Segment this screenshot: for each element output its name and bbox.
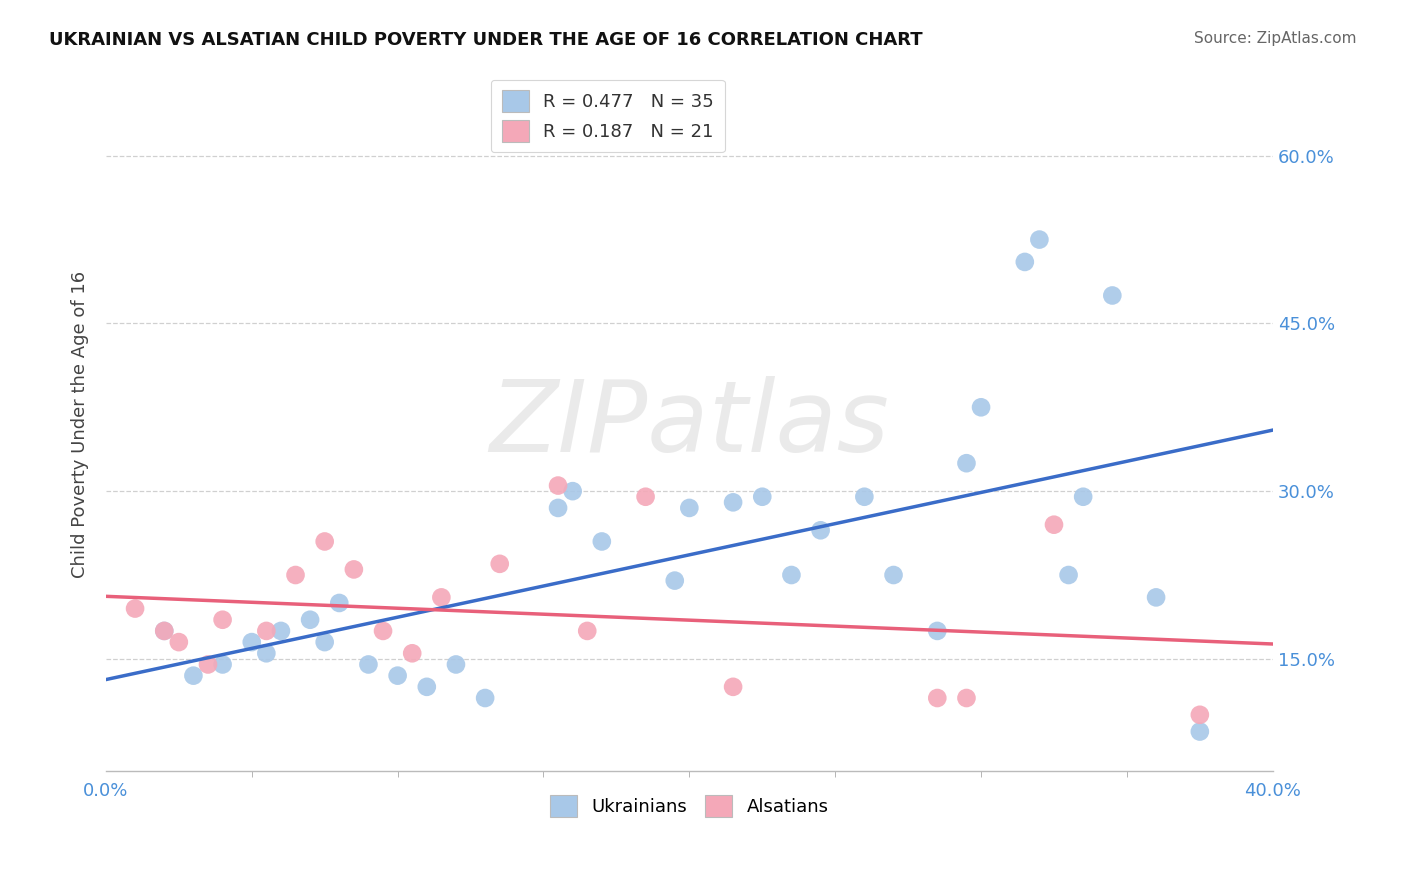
- Point: [547, 478, 569, 492]
- Point: [387, 668, 409, 682]
- Point: [270, 624, 292, 638]
- Point: [955, 456, 977, 470]
- Point: [721, 680, 744, 694]
- Point: [153, 624, 176, 638]
- Point: [430, 591, 453, 605]
- Point: [416, 680, 439, 694]
- Legend: Ukrainians, Alsatians: Ukrainians, Alsatians: [543, 788, 837, 824]
- Point: [240, 635, 263, 649]
- Point: [1014, 255, 1036, 269]
- Point: [1057, 568, 1080, 582]
- Point: [1028, 233, 1050, 247]
- Point: [1043, 517, 1066, 532]
- Point: [211, 613, 233, 627]
- Point: [254, 646, 277, 660]
- Point: [153, 624, 176, 638]
- Point: [197, 657, 219, 672]
- Point: [1101, 288, 1123, 302]
- Point: [927, 624, 949, 638]
- Point: [576, 624, 599, 638]
- Text: ZIPatlas: ZIPatlas: [489, 376, 889, 473]
- Point: [955, 691, 977, 706]
- Point: [284, 568, 307, 582]
- Point: [547, 500, 569, 515]
- Point: [678, 500, 700, 515]
- Point: [328, 596, 350, 610]
- Point: [401, 646, 423, 660]
- Point: [810, 523, 832, 537]
- Point: [211, 657, 233, 672]
- Point: [780, 568, 803, 582]
- Point: [314, 534, 336, 549]
- Point: [488, 557, 510, 571]
- Point: [1071, 490, 1094, 504]
- Point: [927, 691, 949, 706]
- Point: [474, 691, 496, 706]
- Point: [970, 401, 993, 415]
- Point: [721, 495, 744, 509]
- Point: [343, 562, 366, 576]
- Point: [357, 657, 380, 672]
- Point: [299, 613, 322, 627]
- Point: [167, 635, 190, 649]
- Point: [561, 484, 583, 499]
- Point: [751, 490, 773, 504]
- Point: [664, 574, 686, 588]
- Point: [1188, 724, 1211, 739]
- Point: [1188, 707, 1211, 722]
- Point: [591, 534, 613, 549]
- Point: [883, 568, 905, 582]
- Point: [254, 624, 277, 638]
- Point: [444, 657, 467, 672]
- Text: Source: ZipAtlas.com: Source: ZipAtlas.com: [1194, 31, 1357, 46]
- Point: [853, 490, 876, 504]
- Y-axis label: Child Poverty Under the Age of 16: Child Poverty Under the Age of 16: [72, 270, 89, 578]
- Point: [634, 490, 657, 504]
- Point: [314, 635, 336, 649]
- Point: [124, 601, 146, 615]
- Point: [1144, 591, 1167, 605]
- Point: [183, 668, 205, 682]
- Point: [371, 624, 394, 638]
- Text: UKRAINIAN VS ALSATIAN CHILD POVERTY UNDER THE AGE OF 16 CORRELATION CHART: UKRAINIAN VS ALSATIAN CHILD POVERTY UNDE…: [49, 31, 922, 49]
